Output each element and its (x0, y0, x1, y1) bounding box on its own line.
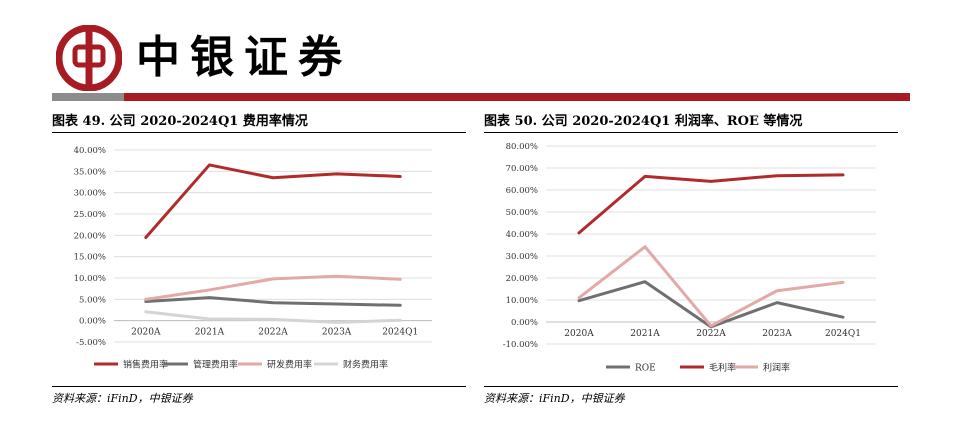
legend-label: 财务费用率 (343, 359, 388, 371)
y-tick-label: 40.00% (74, 146, 106, 156)
header-band-grey (52, 93, 124, 101)
profit-ratio-chart: -10.00% 0.00% 10.00% 20.00% 30.00% 40.00% 50.0… (503, 142, 876, 374)
series-line-4 (144, 310, 402, 324)
legend-label: 研发费用率 (267, 359, 312, 371)
right-bottom-rule (484, 386, 898, 387)
header-band-red (124, 93, 910, 101)
expense-ratio-panel: 图表 49. 公司 2020-2024Q1 费用率情况 -5.00% 0.00% 5… (52, 108, 466, 414)
series-line-2 (144, 296, 402, 307)
y-tick-label: 60.00% (506, 186, 538, 196)
y-tick-label: 35.00% (74, 167, 106, 177)
y-tick-label: -5.00% (76, 338, 106, 348)
x-tick-label: 2021A (630, 329, 660, 339)
x-tick-label: 2023A (762, 329, 792, 339)
brand-name: 中银证券 (136, 32, 352, 83)
y-tick-label: 15.00% (74, 253, 106, 263)
x-tick-label: 2020A (131, 328, 161, 338)
y-tick-label: 20.00% (74, 231, 106, 241)
legend-label: 销售费用率 (123, 359, 168, 371)
profit-ratio-panel: 图表 50. 公司 2020-2024Q1 利润率、ROE 等情况 -10.00… (484, 108, 898, 414)
x-tick-label: 2022A (696, 329, 726, 339)
right-title-rule (484, 132, 898, 133)
left-panel-title: 图表 49. 公司 2020-2024Q1 费用率情况 (52, 114, 308, 129)
left-source-note: 资料来源：iFinD，中银证券 (52, 392, 193, 405)
y-tick-label: 0.00% (511, 318, 538, 328)
series-line-3 (144, 274, 402, 301)
x-tick-label: 2021A (195, 328, 225, 338)
x-tick-label: 2024Q1 (825, 329, 861, 339)
right-panel-title: 图表 50. 公司 2020-2024Q1 利润率、ROE 等情况 (484, 114, 803, 129)
series-line-2 (577, 173, 845, 235)
x-tick-label: 2023A (322, 328, 352, 338)
series-line-1 (144, 163, 402, 239)
x-tick-label: 2024Q1 (382, 328, 418, 338)
x-tick-label: 2020A (564, 329, 594, 339)
y-tick-label: 80.00% (506, 142, 538, 152)
y-tick-label: 30.00% (74, 189, 106, 199)
legend-label: 利润率 (763, 362, 790, 374)
left-title-rule (52, 132, 466, 133)
series-line-3 (577, 245, 845, 328)
legend-label: 管理费用率 (193, 359, 238, 371)
y-tick-label: 25.00% (74, 210, 106, 220)
y-tick-label: -10.00% (503, 340, 538, 350)
expense-ratio-chart: -5.00% 0.00% 5.00% 10.00% 15.00% 20.00% 25.00%… (74, 146, 432, 371)
bank-logo-icon (56, 25, 122, 91)
legend-label: 毛利率 (709, 362, 736, 374)
x-tick-label: 2022A (258, 328, 288, 338)
report-header: 中银证券 (0, 0, 955, 101)
y-tick-label: 10.00% (74, 274, 106, 284)
y-tick-label: 0.00% (79, 317, 106, 327)
y-tick-label: 50.00% (506, 208, 538, 218)
y-tick-label: 5.00% (79, 295, 106, 305)
y-tick-label: 70.00% (506, 164, 538, 174)
left-bottom-rule (52, 386, 466, 387)
legend-label: ROE (635, 364, 656, 374)
y-tick-label: 40.00% (506, 230, 538, 240)
y-tick-label: 10.00% (506, 296, 538, 306)
y-tick-label: 30.00% (506, 252, 538, 262)
right-source-note: 资料来源：iFinD，中银证券 (484, 392, 625, 405)
y-tick-label: 20.00% (506, 274, 538, 284)
